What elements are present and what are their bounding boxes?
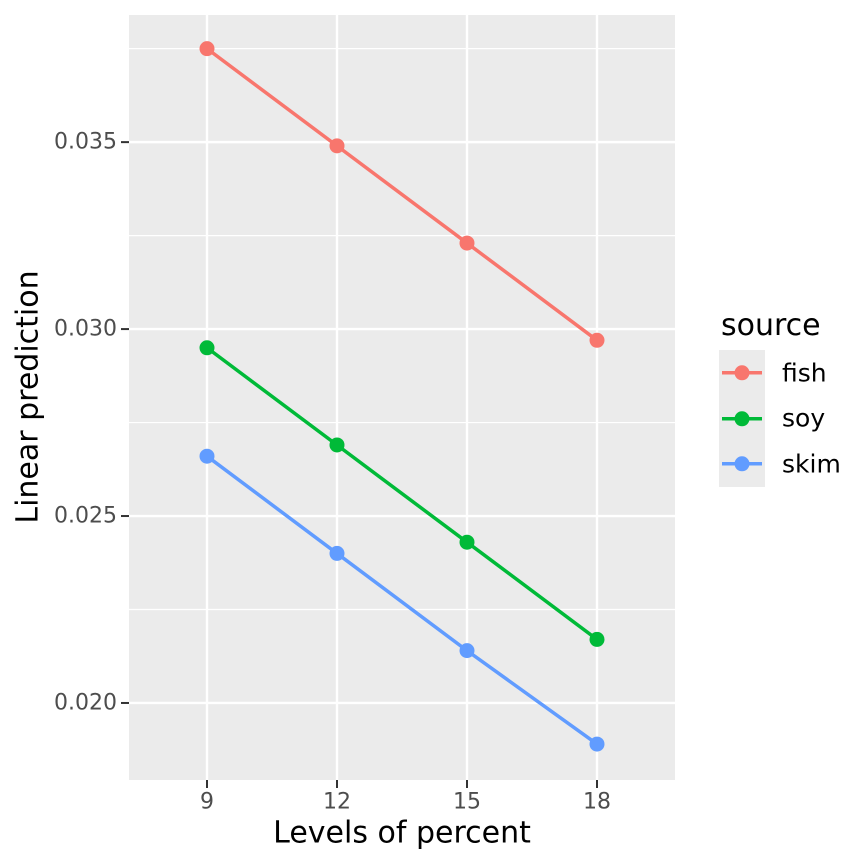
data-point-soy (199, 340, 215, 356)
legend-title: source (721, 308, 821, 343)
data-point-skim (329, 545, 345, 561)
data-point-soy (589, 631, 605, 647)
legend-label-soy: soy (782, 403, 826, 433)
legend-key-skim (722, 456, 762, 472)
data-point-fish (199, 41, 215, 57)
y-tick-label-0.030: 0.030 (54, 316, 117, 342)
series-line-fish (205, 47, 599, 342)
legend-label-skim: skim (782, 449, 841, 479)
legend-key-soy (722, 410, 762, 426)
y-tick-label-0.025: 0.025 (54, 503, 117, 529)
legend-key-fish (722, 365, 762, 381)
x-tick-label-18: 18 (583, 789, 611, 815)
legend-key-point-skim (734, 456, 750, 472)
y-tick-label-0.020: 0.020 (54, 690, 117, 716)
legend-key-point-fish (734, 365, 750, 381)
data-point-fish (589, 332, 605, 348)
legend-label-fish: fish (782, 358, 827, 388)
legend-key-point-soy (734, 410, 750, 426)
data-point-soy (329, 437, 345, 453)
x-tick-label-15: 15 (453, 789, 481, 815)
data-point-skim (589, 736, 605, 752)
series-line-soy (205, 346, 599, 641)
data-point-fish (459, 235, 475, 251)
data-point-soy (459, 534, 475, 550)
x-tick-label-9: 9 (200, 789, 214, 815)
x-tick-label-12: 12 (323, 789, 351, 815)
data-point-skim (459, 643, 475, 659)
y-axis-title: Linear prediction (10, 270, 46, 524)
series-line-skim (205, 454, 599, 746)
data-point-skim (199, 448, 215, 464)
x-axis-title: Levels of percent (273, 815, 531, 851)
plot-panel (129, 15, 675, 780)
data-point-fish (329, 138, 345, 154)
y-tick-label-0.035: 0.035 (54, 129, 117, 155)
